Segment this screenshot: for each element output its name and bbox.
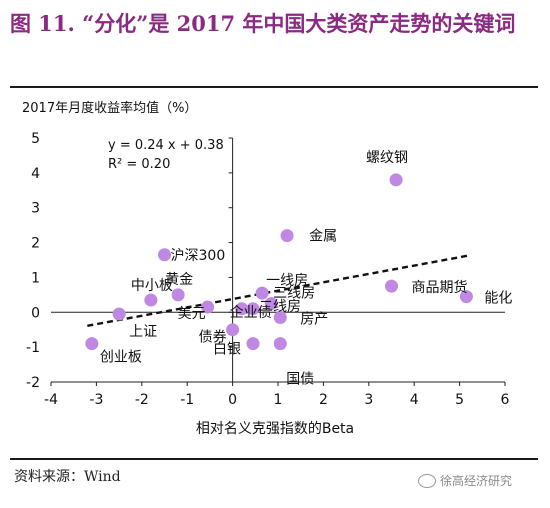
axes: -2 -1 0 1 2 3 4 5 -4 -3 -2 -1 0 1 2 3 4 5 6 xyxy=(26,131,510,408)
point-label: 二线房 xyxy=(259,299,301,315)
r-squared-annotation: R² = 0.20 xyxy=(108,157,170,172)
data-point xyxy=(246,337,260,351)
data-point xyxy=(158,248,171,262)
watermark-text: 徐高经济研究 xyxy=(440,474,513,488)
data-point xyxy=(201,300,215,314)
y-tick-label: 2 xyxy=(31,236,40,252)
point-label: 债券 xyxy=(199,330,227,346)
x-tick-label: 5 xyxy=(455,392,464,408)
x-tick-label: 1 xyxy=(274,392,283,408)
point-label: 企业债 xyxy=(230,304,272,321)
source-note: 资料来源：Wind xyxy=(14,469,121,485)
point-label: 黄金 xyxy=(165,271,193,288)
y-tick-label: 1 xyxy=(31,270,40,286)
point-label: 金属 xyxy=(309,229,337,245)
chart-title: 2017年月度收益率均值（%） xyxy=(22,100,197,116)
point-label: 白银 xyxy=(213,342,241,358)
trendline xyxy=(87,254,469,327)
x-tick-label: -2 xyxy=(135,392,149,408)
data-point xyxy=(235,302,249,316)
data-point xyxy=(459,290,473,304)
data-point xyxy=(264,297,278,311)
point-label: 国债 xyxy=(286,372,314,388)
data-point xyxy=(280,229,294,243)
point-label: 商品期货 xyxy=(412,279,468,296)
y-tick-label: 5 xyxy=(31,131,40,147)
x-tick-label: 4 xyxy=(410,392,419,408)
watermark: 徐高经济研究 xyxy=(418,472,512,489)
point-label: 美元 xyxy=(178,306,206,322)
x-tick-label: -1 xyxy=(180,392,194,408)
point-label: 三线房 xyxy=(273,286,315,302)
x-tick-label: -4 xyxy=(44,392,58,408)
data-point xyxy=(226,323,240,337)
x-tick-label: 0 xyxy=(228,392,237,408)
equation-annotation: y = 0.24 x + 0.38 xyxy=(108,138,224,153)
data-point xyxy=(246,302,260,316)
point-label: 沪深300 xyxy=(171,248,226,264)
point-label: 一线房 xyxy=(266,273,308,289)
y-tick-label: 0 xyxy=(31,305,40,321)
point-label: 创业板 xyxy=(100,350,142,366)
data-point xyxy=(385,279,398,293)
x-tick-label: -3 xyxy=(89,392,103,408)
figure-title: 图 11. “分化”是 2017 年中国大类资产走势的关键词 xyxy=(10,11,516,36)
x-tick-label: 6 xyxy=(501,392,510,408)
data-point xyxy=(85,337,99,351)
data-point xyxy=(144,293,158,307)
point-label: 上证 xyxy=(129,324,157,340)
top-divider xyxy=(10,86,538,88)
points-group xyxy=(85,173,473,351)
y-tick-label: -1 xyxy=(26,340,40,356)
data-point xyxy=(273,337,287,351)
wechat-icon xyxy=(418,473,436,488)
data-point xyxy=(112,307,126,321)
point-label: 螺纹钢 xyxy=(366,150,408,166)
data-point xyxy=(255,286,269,300)
y-tick-label: 4 xyxy=(31,166,40,182)
data-point xyxy=(273,311,287,325)
x-axis-label: 相对名义克强指数的Beta xyxy=(196,421,354,437)
bottom-divider xyxy=(10,458,538,460)
data-point xyxy=(171,288,185,302)
y-tick-label: -2 xyxy=(26,375,40,391)
x-tick-label: 3 xyxy=(364,392,373,408)
data-point xyxy=(389,173,403,187)
point-label: 能化 xyxy=(484,291,512,307)
x-tick-label: 2 xyxy=(319,392,328,408)
point-label: 中小板 xyxy=(131,278,173,294)
trendline-group xyxy=(87,254,469,327)
y-tick-label: 3 xyxy=(31,201,40,217)
point-label: 房产 xyxy=(300,312,328,328)
